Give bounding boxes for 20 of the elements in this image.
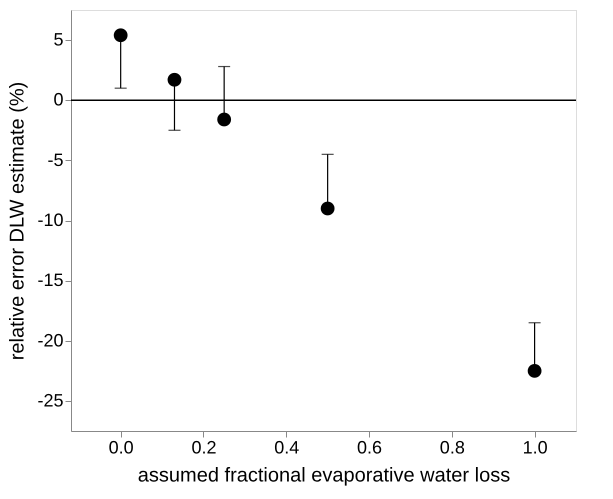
y-axis-title: relative error DLW estimate (%): [6, 82, 28, 360]
y-tick-label: -5: [47, 150, 64, 170]
x-tick-label: 0.0: [108, 438, 134, 458]
point: [168, 72, 182, 87]
x-tick-label: 0.2: [191, 438, 216, 458]
x-tick-label: 0.4: [274, 438, 300, 458]
y-tick-label: -25: [37, 390, 64, 410]
y-tick-label: -15: [37, 270, 64, 290]
x-tick-label: 1.0: [522, 438, 548, 458]
point: [320, 202, 335, 216]
point: [114, 28, 128, 42]
y-tick-label: 0: [53, 90, 64, 110]
x-tick-label: 0.6: [357, 438, 382, 458]
x-axis-title: assumed fractional evaporative water loss: [138, 464, 510, 486]
point: [217, 112, 232, 126]
y-tick-label: -10: [37, 210, 64, 230]
point: [528, 364, 542, 378]
y-tick-label: 5: [53, 30, 64, 50]
x-tick-label: 0.8: [440, 438, 465, 458]
y-tick-label: -20: [37, 330, 64, 350]
